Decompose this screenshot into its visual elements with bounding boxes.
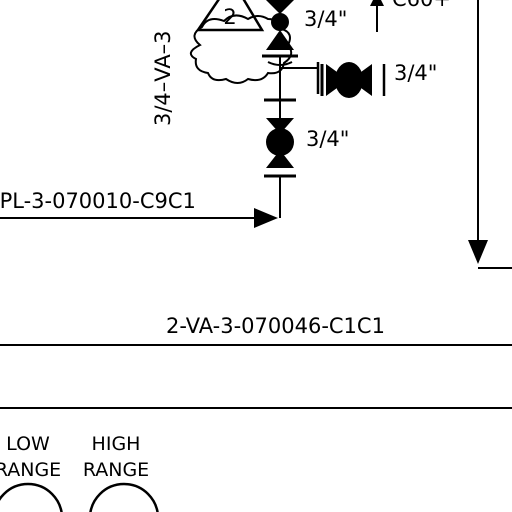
side-valve <box>320 62 386 98</box>
top-valve <box>266 0 294 50</box>
top-right-arrow <box>370 0 384 32</box>
top-right-partial-tag: C60+ <box>392 0 451 11</box>
low-range-line2: RANGE <box>0 459 61 481</box>
revision-triangle: 2 <box>195 0 265 32</box>
side-valve-size: 3/4" <box>394 61 437 85</box>
vertical-line-number: 3/4–VA–3 <box>151 30 175 126</box>
low-range-line1: LOW <box>6 433 50 455</box>
lower-valve-size: 3/4" <box>306 127 349 151</box>
right-down-arrow <box>468 240 488 264</box>
high-range-instrument-bubble <box>89 482 159 512</box>
main-header-line-number: 2-VA-3-070046-C1C1 <box>166 314 385 338</box>
low-range-instrument-bubble <box>0 482 63 512</box>
lower-valve <box>266 118 294 168</box>
process-line-arrow <box>254 208 278 228</box>
valve-stem-bracket <box>262 54 298 68</box>
high-range-line1: HIGH <box>92 433 141 455</box>
top-valve-size: 3/4" <box>304 7 347 31</box>
process-line-number: -PL-3-070010-C9C1 <box>0 189 196 213</box>
high-range-line2: RANGE <box>83 459 149 481</box>
